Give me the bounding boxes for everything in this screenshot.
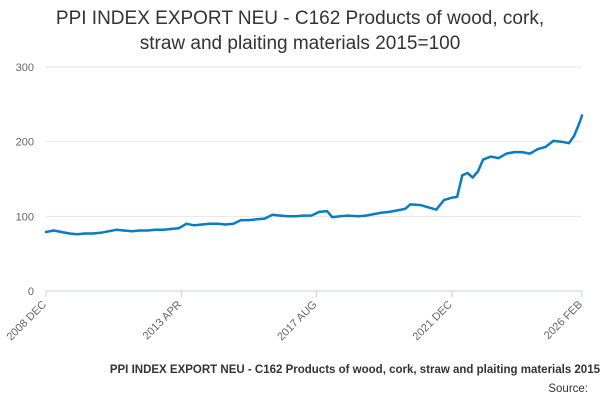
data-point bbox=[513, 150, 516, 154]
chart-title-line-1: PPI INDEX EXPORT NEU - C162 Products of … bbox=[55, 8, 545, 29]
grid bbox=[46, 66, 582, 217]
data-point bbox=[271, 213, 274, 216]
data-point bbox=[338, 215, 342, 218]
data-point bbox=[146, 229, 149, 232]
y-axis: 0 100 200 300 bbox=[16, 62, 34, 298]
y-tick-label: 200 bbox=[16, 137, 34, 149]
data-point bbox=[567, 142, 571, 145]
data-point bbox=[44, 230, 48, 234]
data-point bbox=[536, 147, 539, 151]
data-point bbox=[154, 228, 157, 231]
x-tick-label: 2017 AUG bbox=[275, 299, 319, 343]
data-point bbox=[115, 228, 118, 231]
data-point bbox=[318, 210, 321, 214]
data-point bbox=[461, 174, 464, 177]
data-point bbox=[130, 230, 134, 233]
data-point bbox=[325, 209, 329, 213]
data-point bbox=[578, 121, 581, 125]
data-point bbox=[286, 215, 290, 218]
chart-title: PPI INDEX EXPORT NEU - C162 Products of … bbox=[0, 6, 600, 56]
data-point bbox=[60, 230, 63, 234]
data-point bbox=[200, 223, 204, 226]
data-point bbox=[161, 228, 165, 231]
data-point bbox=[216, 222, 219, 225]
data-point bbox=[83, 232, 87, 235]
data-point bbox=[91, 232, 95, 235]
data-point bbox=[471, 176, 474, 179]
y-tick-label: 100 bbox=[16, 211, 34, 223]
data-point bbox=[122, 229, 126, 232]
chart-title-line-2: straw and plaiting materials 2015=100 bbox=[139, 33, 461, 54]
data-point bbox=[521, 150, 524, 154]
data-point bbox=[364, 214, 368, 217]
data-point bbox=[552, 139, 555, 143]
data-point bbox=[580, 114, 584, 117]
data-point bbox=[68, 232, 71, 235]
data-point bbox=[302, 214, 305, 217]
data-point bbox=[560, 140, 563, 143]
data-point bbox=[450, 196, 454, 199]
y-tick-label: 300 bbox=[16, 62, 34, 74]
data-point bbox=[247, 218, 251, 222]
x-tick-label: 2013 APR bbox=[141, 299, 185, 343]
data-point bbox=[573, 134, 576, 137]
data-point bbox=[208, 222, 212, 225]
x-axis: 2008 DEC 2013 APR 2017 AUG 2021 DEC 2026 FEB bbox=[5, 290, 585, 343]
data-point bbox=[497, 156, 500, 160]
data-point bbox=[138, 229, 141, 232]
data-point bbox=[455, 195, 459, 199]
data-point bbox=[224, 223, 227, 226]
data-point bbox=[403, 207, 407, 211]
data-point bbox=[99, 231, 102, 234]
data-point bbox=[107, 230, 110, 233]
data-point bbox=[255, 218, 258, 221]
data-point bbox=[239, 218, 243, 222]
data-point bbox=[193, 224, 196, 227]
data-point bbox=[505, 152, 508, 155]
data-point bbox=[528, 152, 532, 155]
data-point bbox=[396, 209, 399, 212]
data-point bbox=[263, 217, 266, 220]
data-point bbox=[388, 210, 391, 214]
data-point bbox=[427, 206, 430, 209]
data-point bbox=[331, 215, 334, 219]
data-point bbox=[310, 214, 313, 217]
data-point bbox=[52, 229, 55, 232]
data-point bbox=[279, 214, 282, 217]
data-point bbox=[442, 198, 446, 202]
x-tick-label: 2021 DEC bbox=[411, 299, 455, 343]
data-point bbox=[419, 203, 422, 207]
x-tick-label: 2026 FEB bbox=[542, 299, 585, 342]
series-layer bbox=[44, 114, 584, 236]
data-point bbox=[346, 214, 349, 217]
data-point bbox=[232, 222, 235, 225]
data-point bbox=[481, 158, 485, 161]
data-point bbox=[185, 222, 188, 225]
data-point bbox=[177, 227, 180, 230]
data-point bbox=[489, 155, 493, 158]
source-label: Source: bbox=[548, 383, 588, 395]
data-point bbox=[380, 211, 383, 214]
data-point bbox=[435, 208, 438, 211]
data-point bbox=[294, 215, 297, 218]
data-point bbox=[372, 212, 375, 216]
x-tick-label: 2008 DEC bbox=[5, 299, 49, 343]
data-point bbox=[466, 171, 469, 175]
data-point bbox=[76, 233, 79, 236]
data-point bbox=[544, 145, 547, 149]
y-tick-label: 0 bbox=[28, 286, 34, 298]
data-point bbox=[409, 203, 412, 206]
data-point bbox=[169, 227, 173, 231]
data-point bbox=[476, 170, 480, 173]
footer-series-label: PPI INDEX EXPORT NEU - C162 Products of … bbox=[109, 364, 600, 376]
data-point bbox=[357, 215, 360, 218]
